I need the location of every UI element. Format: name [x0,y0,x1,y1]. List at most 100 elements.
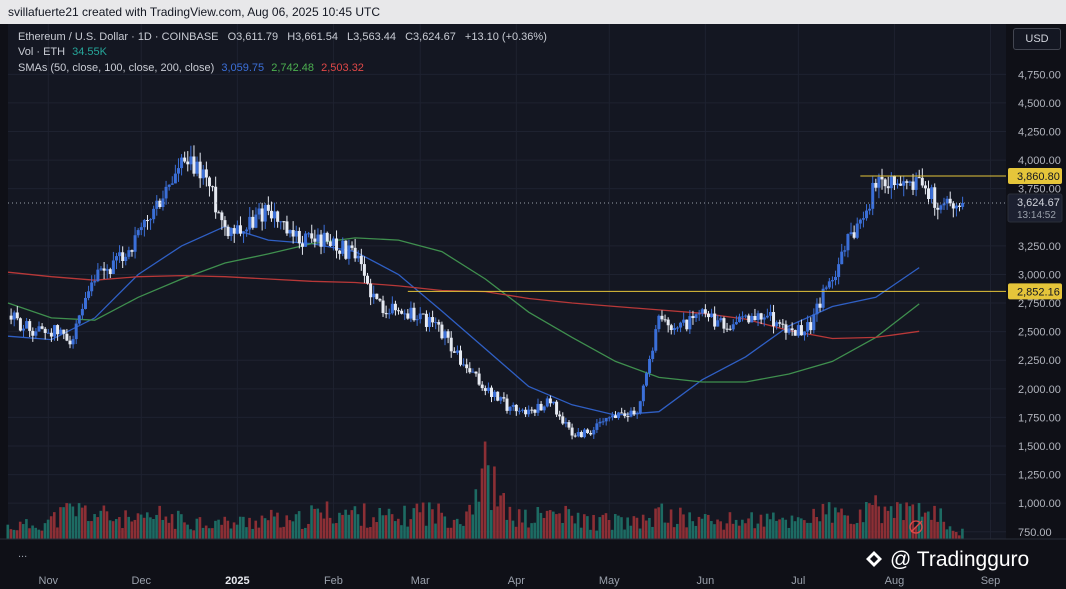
volume-bar [564,505,567,539]
candle-body [341,240,345,254]
volume-bar [672,527,676,539]
volume-bar [725,523,729,539]
volume-bar [567,509,571,539]
volume-bar [834,507,837,539]
volume-bar [663,522,667,539]
candle-body [855,223,859,238]
volume-bar [136,513,140,539]
candle-body [189,156,193,165]
candle-body [948,198,952,204]
candle-body [198,161,202,179]
candle-body [536,403,540,413]
candle-body [248,216,252,230]
candle-body [77,315,81,324]
more-indicators-button[interactable]: ... [18,548,28,560]
volume-bar [161,519,165,539]
volume-bar [626,517,629,539]
candle-body [958,205,962,207]
volume-bar [617,515,620,539]
candle-body [784,324,788,333]
volume-bar [52,512,56,539]
candle-body [9,315,13,320]
candle-body [409,307,413,319]
candle-body [378,298,382,301]
y-tick-label: 3,000.00 [1018,269,1061,281]
volume-bar [446,527,450,539]
candle-body [15,312,19,319]
candle-body [288,230,292,234]
candle-body [37,326,41,332]
candle-body [654,329,658,351]
candle-body [229,228,233,237]
volume-bar [235,524,239,539]
y-tick-label: 1,250.00 [1018,470,1061,482]
volume-bar [18,521,22,539]
volume-bar [328,517,332,539]
volume-bar [675,523,679,539]
volume-bar [353,506,357,539]
candle-body [861,218,865,220]
volume-bar [437,503,440,539]
candle-body [449,337,453,352]
volume-bar [180,514,183,539]
candle-body [424,313,428,327]
volume-bar [121,528,124,539]
candle-body [443,331,447,339]
volume-bar [381,515,385,539]
candle-body [18,318,22,331]
volume-bar [248,517,251,539]
volume-bar [279,527,282,539]
volume-bar [87,521,90,539]
candle-body [846,233,850,251]
volume-bar [877,506,881,539]
candle-body [648,358,652,374]
volume-bar [871,504,874,539]
volume-bar [356,514,360,539]
candle-body [56,325,60,335]
candle-body [582,429,586,438]
x-tick-label: Mar [411,575,430,587]
volume-bar [127,516,130,539]
sma200-value: 2,503.32 [321,62,364,74]
candle-body [403,313,407,315]
currency-button[interactable]: USD [1013,28,1061,50]
volume-bar [905,502,908,539]
volume-bar [527,527,530,539]
candle-body [644,373,648,386]
candle-body [152,208,156,220]
volume-bar [880,523,884,539]
volume-bar [412,508,416,539]
candle-body [195,161,199,174]
volume-bar [936,521,939,539]
candle-body [142,220,146,228]
volume-bar [229,528,233,539]
candle-body [319,234,323,247]
y-tick-label: 3,250.00 [1018,241,1061,253]
candle-body [105,269,109,271]
price-axis[interactable] [1006,24,1066,539]
candle-body [502,397,506,399]
candle-body [700,309,704,314]
volume-bar [276,512,279,539]
candle-body [74,323,78,340]
volume-bar [74,516,78,539]
candle-body [31,330,35,336]
volume-bar [765,513,769,539]
volume-bar [158,505,161,539]
candle-body [269,210,273,219]
volume-bar [548,510,552,539]
sma100-value: 2,742.48 [271,62,315,74]
candle-body [586,429,590,433]
volume-bar [505,519,509,539]
candle-body [440,324,444,339]
sma50-value: 3,059.75 [221,62,265,74]
volume-bar [558,513,561,539]
volume-bar [294,514,298,539]
candle-body [694,314,698,319]
candle-body [328,241,332,246]
volume-bar [734,519,738,539]
y-tick-label: 2,750.00 [1018,298,1061,310]
volume-bar [80,507,84,539]
alert-target-icon[interactable] [909,520,923,534]
